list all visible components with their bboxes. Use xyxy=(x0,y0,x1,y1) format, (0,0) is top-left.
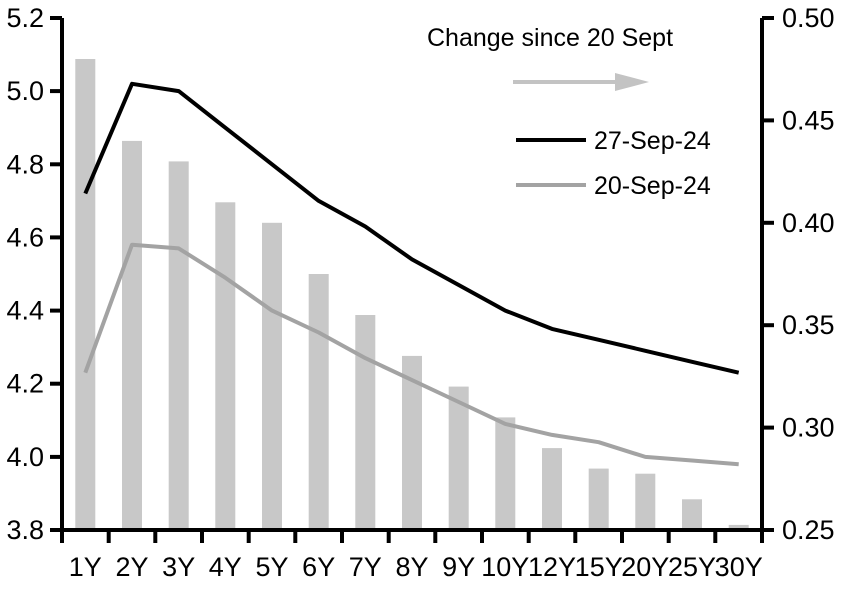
line-27-sep-24 xyxy=(83,81,740,375)
left-tick-label: 4.8 xyxy=(6,149,44,179)
bar xyxy=(448,386,469,530)
right-tick-label: 0.40 xyxy=(782,208,835,238)
bar xyxy=(402,355,422,530)
left-tick-label: 3.8 xyxy=(6,515,44,545)
change-arrow-icon xyxy=(511,70,651,94)
x-tick-label: 20Y xyxy=(621,552,669,582)
x-tick-label: 6Y xyxy=(302,552,335,582)
x-tick-label: 25Y xyxy=(668,552,716,582)
x-tick-label: 3Y xyxy=(162,552,195,582)
x-tick-label: 15Y xyxy=(575,552,623,582)
right-tick-label: 0.35 xyxy=(782,310,835,340)
bars-change-since-20sept xyxy=(75,59,749,531)
bar xyxy=(728,524,749,530)
left-tick-label: 4.4 xyxy=(6,296,44,326)
x-tick-label: 12Y xyxy=(528,552,576,582)
legend-label-27sep: 27-Sep-24 xyxy=(594,127,711,155)
x-tick-label: 9Y xyxy=(442,552,475,582)
x-tick-label: 5Y xyxy=(255,552,288,582)
x-tick-label: 10Y xyxy=(481,552,529,582)
left-tick-label: 4.0 xyxy=(6,442,44,472)
line-sample-27sep-icon xyxy=(516,133,588,151)
right-tick-label: 0.25 xyxy=(782,515,835,545)
bar xyxy=(215,202,236,531)
bar xyxy=(308,274,329,530)
x-tick-label: 8Y xyxy=(395,552,428,582)
right-tick-label: 0.50 xyxy=(782,3,835,33)
x-tick-label: 30Y xyxy=(715,552,763,582)
bar xyxy=(75,59,96,530)
bar xyxy=(682,499,702,530)
left-axis-labels: 5.2 5.0 4.8 4.6 4.4 4.2 4.0 3.8 xyxy=(6,3,44,545)
left-tick-label: 5.2 xyxy=(6,3,44,33)
right-axis-labels: 0.50 0.45 0.40 0.35 0.30 0.25 xyxy=(782,3,835,545)
legend-item-27sep: 27-Sep-24 xyxy=(516,127,711,156)
x-tick-label: 7Y xyxy=(349,552,382,582)
bar xyxy=(122,140,142,530)
bar xyxy=(262,222,282,531)
bar xyxy=(588,468,609,530)
axes xyxy=(50,16,774,543)
line-20-sep-24 xyxy=(83,242,739,467)
bar xyxy=(542,448,562,530)
left-tick-label: 4.6 xyxy=(6,222,44,252)
x-tick-label: 4Y xyxy=(209,552,242,582)
left-tick-label: 5.0 xyxy=(6,76,44,106)
right-tick-label: 0.30 xyxy=(782,413,835,443)
legend-item-20sep: 20-Sep-24 xyxy=(516,172,711,201)
x-tick-label: 2Y xyxy=(115,552,148,582)
legend-label-20sep: 20-Sep-24 xyxy=(594,172,711,200)
bar xyxy=(495,417,516,530)
bar xyxy=(168,161,189,530)
legend-title: Change since 20 Sept xyxy=(427,24,674,52)
right-tick-label: 0.45 xyxy=(782,105,835,135)
x-tick-label: 1Y xyxy=(69,552,102,582)
line-sample-20sep-icon xyxy=(516,178,588,196)
left-tick-label: 4.2 xyxy=(6,369,44,399)
bar xyxy=(355,315,376,530)
bar xyxy=(635,473,656,530)
